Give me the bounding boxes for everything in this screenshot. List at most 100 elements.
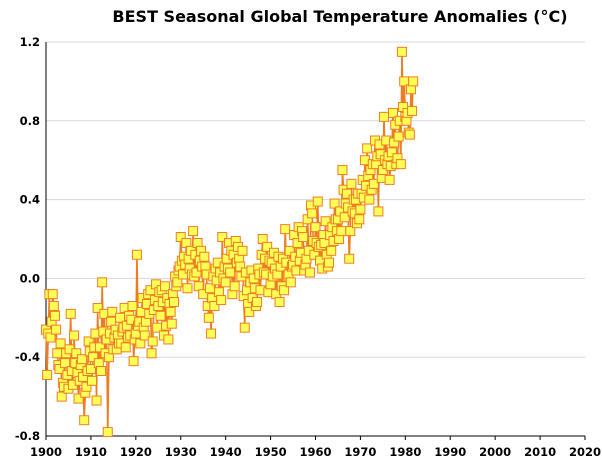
data-point [169, 297, 180, 308]
data-point [48, 300, 59, 311]
data-point [203, 312, 214, 323]
data-point [160, 281, 171, 292]
y-tick-label: 0.8 [20, 114, 40, 128]
data-point [239, 322, 250, 333]
data-point [407, 105, 418, 116]
data-point [387, 107, 398, 118]
data-point [55, 338, 66, 349]
data-point [102, 427, 113, 438]
data-point [91, 395, 102, 406]
data-point [329, 198, 340, 209]
data-point [384, 174, 395, 185]
data-point [310, 222, 321, 233]
data-point [395, 159, 406, 170]
data-point [165, 306, 176, 317]
x-tick-label: 1900 [30, 445, 62, 459]
data-point [345, 226, 356, 237]
data-point [362, 143, 373, 154]
data-point [71, 348, 82, 359]
data-point [49, 310, 60, 321]
data-point [128, 356, 139, 367]
data-point [127, 300, 138, 311]
data-point [341, 188, 352, 199]
y-tick-label: 0.4 [20, 193, 40, 207]
x-tick-label: 1990 [434, 445, 466, 459]
x-tick-label: 1960 [299, 445, 331, 459]
x-tick-label: 2020 [569, 445, 601, 459]
data-point [79, 415, 90, 426]
data-point [323, 257, 334, 268]
data-point [339, 212, 350, 223]
x-tick-label: 1950 [255, 445, 287, 459]
data-point [73, 393, 84, 404]
x-tick-label: 2010 [524, 445, 556, 459]
data-point [312, 196, 323, 207]
data-point [393, 131, 404, 142]
data-point [262, 241, 273, 252]
x-tick-label: 1930 [165, 445, 197, 459]
data-point [94, 342, 105, 353]
y-tick-label: -0.8 [15, 429, 40, 443]
data-point [182, 283, 193, 294]
data-point [120, 342, 131, 353]
data-point [65, 308, 76, 319]
data-point [280, 224, 291, 235]
data-point [188, 226, 199, 237]
data-point [155, 310, 166, 321]
data-point [284, 245, 295, 256]
data-point [47, 289, 58, 300]
data-point [292, 237, 303, 248]
data-point [244, 306, 255, 317]
data-point [191, 267, 202, 278]
data-point [379, 111, 389, 122]
x-tick-label: 1970 [344, 445, 376, 459]
data-point [107, 306, 118, 317]
data-point [81, 381, 92, 392]
y-tick-labels: 1.2 0.8 0.4 0.0 -0.4 -0.8 [15, 35, 40, 443]
series-markers [41, 46, 419, 438]
data-point [216, 295, 227, 306]
data-point [69, 330, 80, 341]
data-point [83, 336, 94, 347]
data-point [87, 375, 98, 386]
data-point [346, 178, 357, 189]
data-point [88, 352, 99, 363]
data-point [97, 277, 108, 288]
data-point [92, 302, 103, 313]
data-point [172, 277, 183, 288]
data-point [147, 336, 158, 347]
x-tick-label: 1910 [75, 445, 107, 459]
data-point [131, 249, 142, 260]
data-point [52, 348, 63, 359]
data-point [96, 365, 107, 376]
y-tick-label: 0.0 [20, 271, 40, 285]
data-point [51, 324, 62, 335]
x-tick-label: 1980 [389, 445, 421, 459]
data-point [206, 328, 217, 339]
data-point [76, 354, 87, 365]
data-point [396, 46, 407, 57]
data-point [344, 253, 355, 264]
data-point [298, 232, 309, 243]
x-tick-label: 1940 [210, 445, 242, 459]
data-point [56, 391, 67, 402]
data-point [320, 216, 331, 227]
data-point [60, 358, 71, 369]
y-tick-label: -0.4 [15, 350, 40, 364]
y-tick-label: 1.2 [20, 35, 40, 49]
chart-title: BEST Seasonal Global Temperature Anomali… [112, 7, 567, 26]
data-point [355, 204, 366, 215]
data-point [326, 245, 337, 256]
data-point [237, 245, 248, 256]
data-point [307, 208, 318, 219]
data-point [225, 267, 236, 278]
x-tick-label: 2000 [479, 445, 511, 459]
data-point [163, 334, 174, 345]
data-point [404, 129, 415, 140]
data-point [336, 226, 347, 237]
data-point [373, 206, 384, 217]
data-point [337, 165, 348, 176]
data-point [274, 297, 285, 308]
data-point [235, 261, 246, 272]
